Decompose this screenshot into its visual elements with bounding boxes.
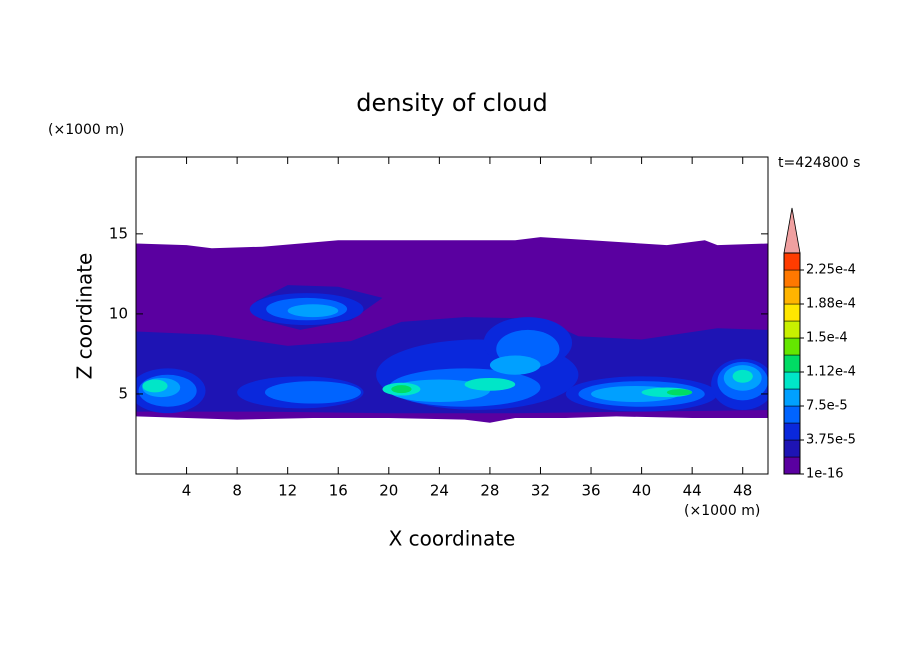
contour-region [264, 381, 361, 404]
contour-field [136, 237, 768, 423]
x-tick-label: 16 [329, 482, 348, 500]
colorbar-box [783, 388, 801, 407]
colorbar-box [783, 320, 801, 339]
x-tick-label: 24 [430, 482, 449, 500]
x-tick-label: 32 [531, 482, 550, 500]
x-tick-label: 8 [232, 482, 242, 500]
y-unit: (×1000 m) [48, 122, 124, 138]
colorbar-label: 2.25e-4 [806, 263, 856, 278]
colorbar-box [783, 371, 801, 390]
colorbar-label: 1e-16 [806, 467, 844, 482]
contour-region [391, 385, 412, 394]
colorbar-label: 7.5e-5 [806, 399, 848, 414]
y-axis-title: Z coordinate [73, 253, 97, 380]
contour-region [732, 369, 753, 383]
y-tick-label: 5 [118, 384, 128, 402]
colorbar-box [783, 422, 801, 441]
x-axis-title: X coordinate [389, 527, 516, 551]
colorbar-label: 1.12e-4 [806, 365, 856, 380]
x-tick-label: 12 [278, 482, 297, 500]
x-tick-label: 44 [683, 482, 702, 500]
colorbar-label: 1.88e-4 [806, 297, 856, 312]
colorbar-box [783, 456, 801, 475]
x-tick-label: 48 [733, 482, 752, 500]
chart-title: density of cloud [356, 89, 547, 117]
x-tick-label: 4 [182, 482, 192, 500]
colorbar-frame [783, 252, 801, 475]
contour-region [287, 304, 339, 318]
colorbar-box [783, 252, 801, 271]
colorbar-extend [783, 207, 801, 254]
colorbar-label: 1.5e-4 [806, 331, 848, 346]
y-tick-label: 10 [109, 304, 128, 322]
y-tick-label: 15 [109, 224, 128, 242]
x-tick-label: 36 [581, 482, 600, 500]
colorbar-box [783, 354, 801, 373]
contour-region [666, 389, 693, 396]
colorbar-box [783, 405, 801, 424]
colorbar-box [783, 439, 801, 458]
colorbar-box [783, 337, 801, 356]
colorbar-box [783, 269, 801, 288]
contour-region [142, 379, 168, 393]
x-tick-label: 28 [480, 482, 499, 500]
x-tick-label: 40 [632, 482, 651, 500]
colorbar-box [783, 303, 801, 322]
contour-region [489, 355, 541, 375]
x-unit: (×1000 m) [684, 503, 760, 519]
plot-frame [135, 156, 769, 475]
colorbar-label: 3.75e-5 [806, 433, 856, 448]
colorbar-box [783, 286, 801, 305]
time-label: t=424800 s [778, 155, 860, 171]
contour-region [464, 377, 516, 391]
x-tick-label: 20 [379, 482, 398, 500]
